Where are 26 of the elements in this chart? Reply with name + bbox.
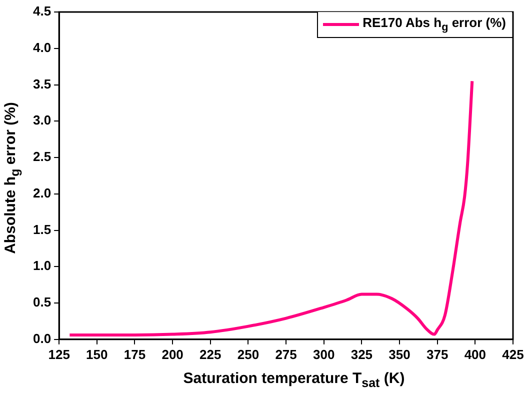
- y-tick-label: 1.5: [32, 222, 52, 237]
- x-tick-label: 200: [162, 346, 184, 362]
- y-tick-label: 4.0: [32, 40, 52, 55]
- y-tick-label: 0.0: [32, 330, 52, 346]
- y-tick-label: 4.5: [32, 4, 52, 19]
- x-tick-label: 150: [86, 346, 108, 362]
- x-tick-label: 275: [275, 346, 297, 362]
- x-tick-label: 400: [464, 346, 486, 362]
- x-tick-label: 375: [426, 346, 448, 362]
- y-tick-label: 2.0: [32, 185, 52, 200]
- x-tick-label: 175: [124, 346, 146, 362]
- x-axis-title: Saturation temperature T$_{sat}$ (K): [183, 370, 405, 390]
- y-tick-label: 3.5: [32, 76, 52, 92]
- y-tick-label: 2.5: [32, 149, 52, 164]
- x-tick-label: 325: [350, 346, 373, 362]
- x-tick-label: 250: [237, 346, 260, 362]
- x-tick-label: 225: [200, 346, 222, 362]
- x-tick-label: 125: [48, 346, 70, 362]
- y-tick-label: 1.0: [32, 258, 52, 274]
- line-series: [68, 80, 474, 337]
- x-tick-label: 425: [502, 346, 524, 362]
- x-tick-label: 350: [388, 346, 410, 362]
- y-tick-label: 3.0: [32, 112, 52, 128]
- y-tick-label: 0.5: [32, 294, 52, 310]
- legend-label: RE170 Abs h$_{g}$ error (%): [362, 15, 506, 34]
- x-tick-label: 300: [313, 346, 335, 362]
